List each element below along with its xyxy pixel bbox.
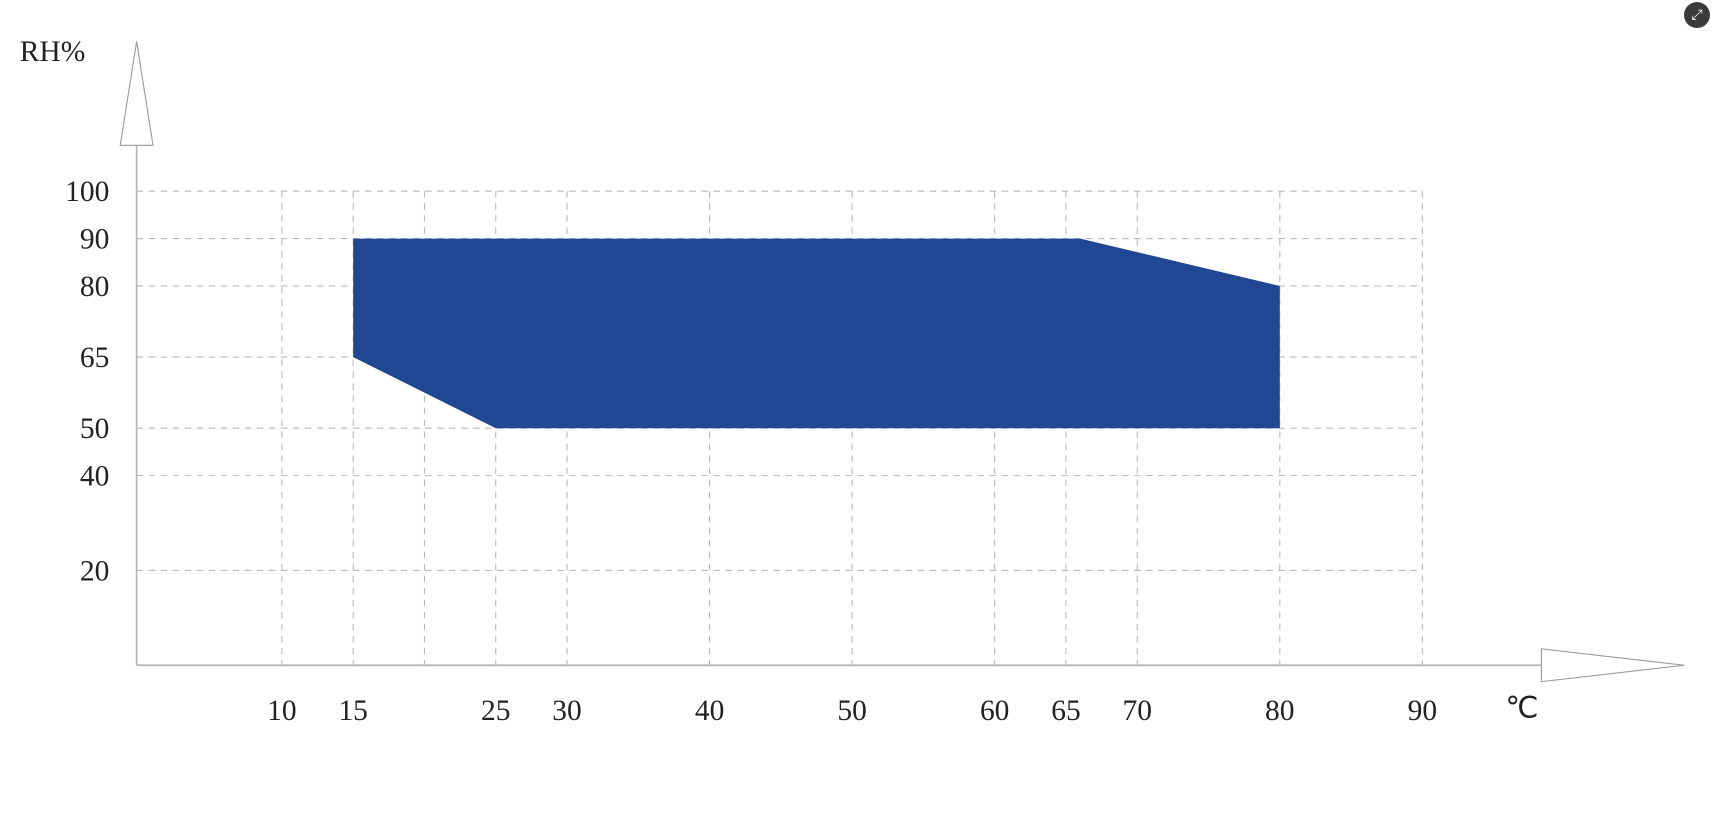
y-tick-label: 80 <box>80 271 109 303</box>
y-tick-label: 65 <box>80 342 109 374</box>
expand-button[interactable]: ⤢ <box>1684 2 1710 28</box>
x-tick-label: 50 <box>837 695 866 727</box>
expand-icon: ⤢ <box>1691 7 1703 23</box>
x-tick-label: 40 <box>695 695 724 727</box>
y-tick-label: 40 <box>80 460 109 492</box>
x-tick-label: 10 <box>267 695 296 727</box>
x-tick-label: 15 <box>338 695 367 727</box>
x-axis-arrow-icon <box>1540 648 1685 683</box>
y-tick-label: 90 <box>80 223 109 255</box>
y-axis-arrow-icon <box>119 41 154 146</box>
x-tick-label: 90 <box>1408 695 1437 727</box>
x-tick-label: 65 <box>1051 695 1080 727</box>
y-tick-label: 20 <box>80 555 109 587</box>
x-tick-label: 60 <box>980 695 1009 727</box>
operating-region <box>353 238 1280 429</box>
x-tick-label: 70 <box>1122 695 1151 727</box>
y-axis-label: RH% <box>20 36 86 68</box>
y-tick-label: 50 <box>80 413 109 445</box>
x-tick-label: 30 <box>552 695 581 727</box>
x-tick-label: 25 <box>481 695 510 727</box>
x-axis-label: ℃ <box>1505 693 1538 725</box>
x-tick-label: 80 <box>1265 695 1294 727</box>
y-tick-label: 100 <box>65 176 109 208</box>
